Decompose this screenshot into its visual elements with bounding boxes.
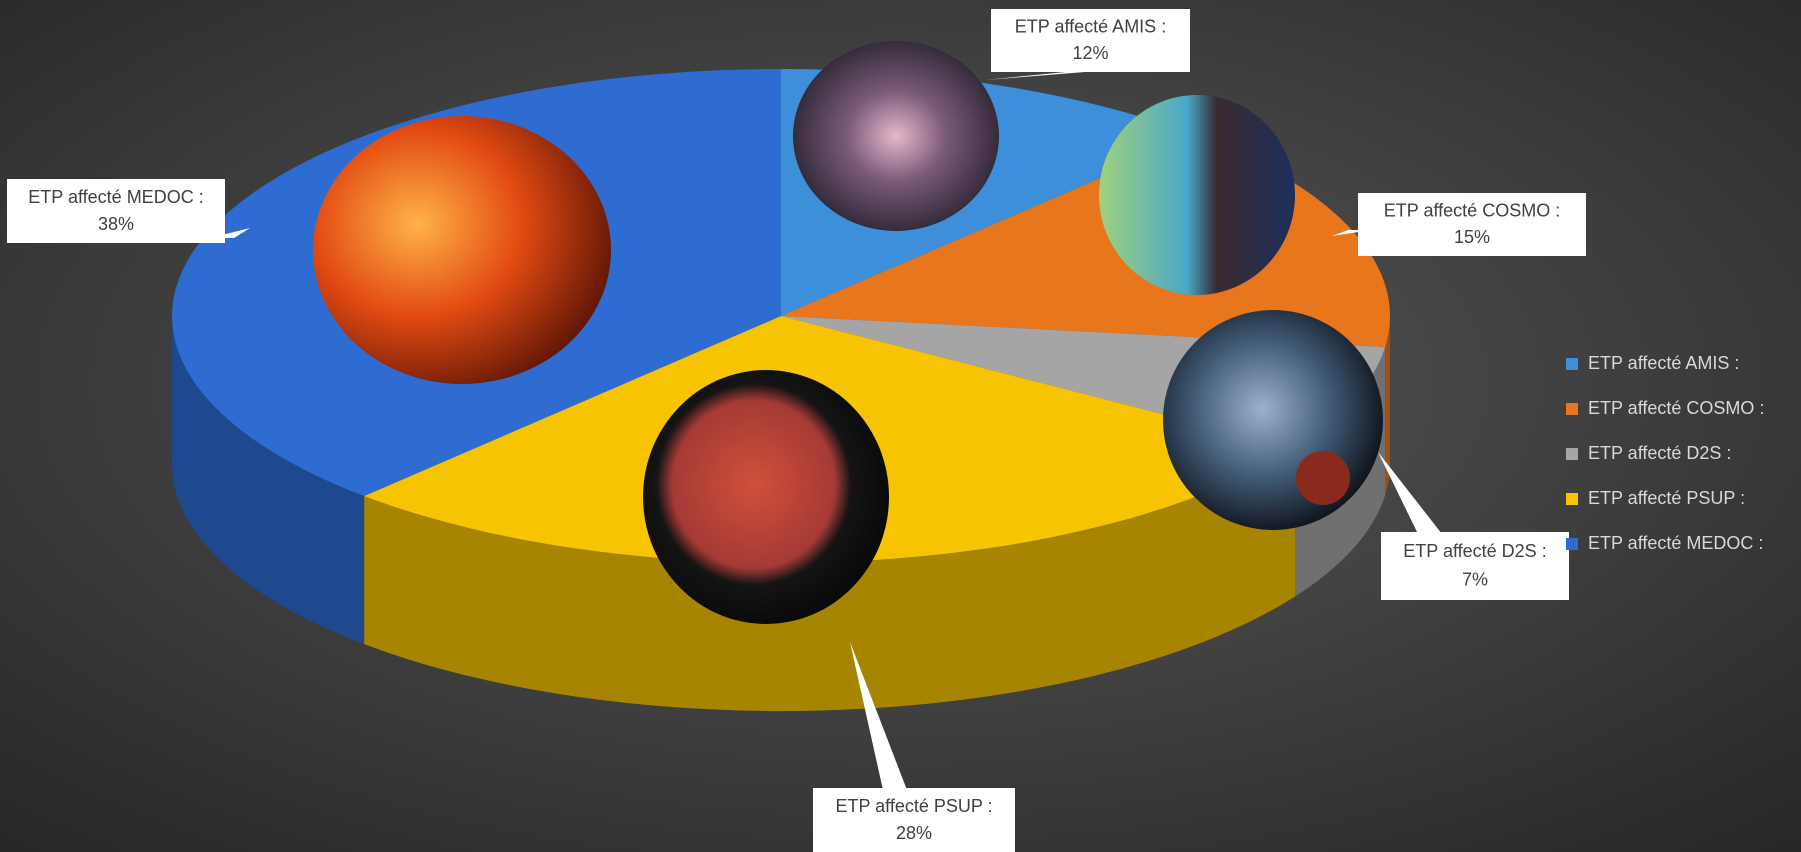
legend-swatch bbox=[1566, 493, 1578, 505]
label-value: 15% bbox=[1454, 227, 1490, 247]
label-category: ETP affecté AMIS : bbox=[1015, 17, 1166, 37]
legend-swatch bbox=[1566, 538, 1578, 550]
legend-label: ETP affecté AMIS : bbox=[1588, 353, 1739, 373]
slice-image bbox=[1296, 451, 1350, 505]
legend-label: ETP affecté COSMO : bbox=[1588, 398, 1764, 418]
label-leader bbox=[1378, 452, 1442, 534]
legend-label: ETP affecté PSUP : bbox=[1588, 488, 1745, 508]
label-box bbox=[991, 9, 1190, 72]
legend-swatch bbox=[1566, 403, 1578, 415]
label-category: ETP affecté COSMO : bbox=[1384, 201, 1560, 221]
label-category: ETP affecté PSUP : bbox=[835, 796, 992, 816]
slice-image bbox=[313, 116, 611, 384]
label-value: 12% bbox=[1072, 43, 1108, 63]
pie-side bbox=[172, 316, 365, 645]
legend-swatch bbox=[1566, 358, 1578, 370]
slice-image bbox=[793, 41, 999, 231]
label-leader bbox=[850, 642, 907, 790]
label-value: 7% bbox=[1462, 570, 1488, 590]
label-leader bbox=[985, 70, 1110, 80]
label-box bbox=[813, 788, 1015, 852]
slice-image bbox=[1163, 310, 1383, 530]
label-category: ETP affecté D2S : bbox=[1403, 541, 1546, 561]
legend-swatch bbox=[1566, 448, 1578, 460]
legend-label: ETP affecté MEDOC : bbox=[1588, 533, 1763, 553]
label-value: 28% bbox=[896, 823, 932, 843]
label-category: ETP affecté MEDOC : bbox=[28, 187, 203, 207]
legend: ETP affecté AMIS : ETP affecté COSMO : ETP… bbox=[1566, 353, 1764, 553]
pie-side bbox=[1385, 316, 1390, 495]
data-labels: ETP affecté AMIS : 12% ETP affecté COSMO :… bbox=[7, 9, 1586, 852]
label-value: 38% bbox=[98, 214, 134, 234]
slice-image bbox=[643, 370, 889, 624]
label-box bbox=[7, 179, 225, 243]
slice-images bbox=[313, 41, 1383, 624]
label-box bbox=[1381, 532, 1569, 600]
label-box bbox=[1358, 193, 1586, 256]
legend-label: ETP affecté D2S : bbox=[1588, 443, 1731, 463]
slice-image bbox=[1099, 95, 1295, 295]
